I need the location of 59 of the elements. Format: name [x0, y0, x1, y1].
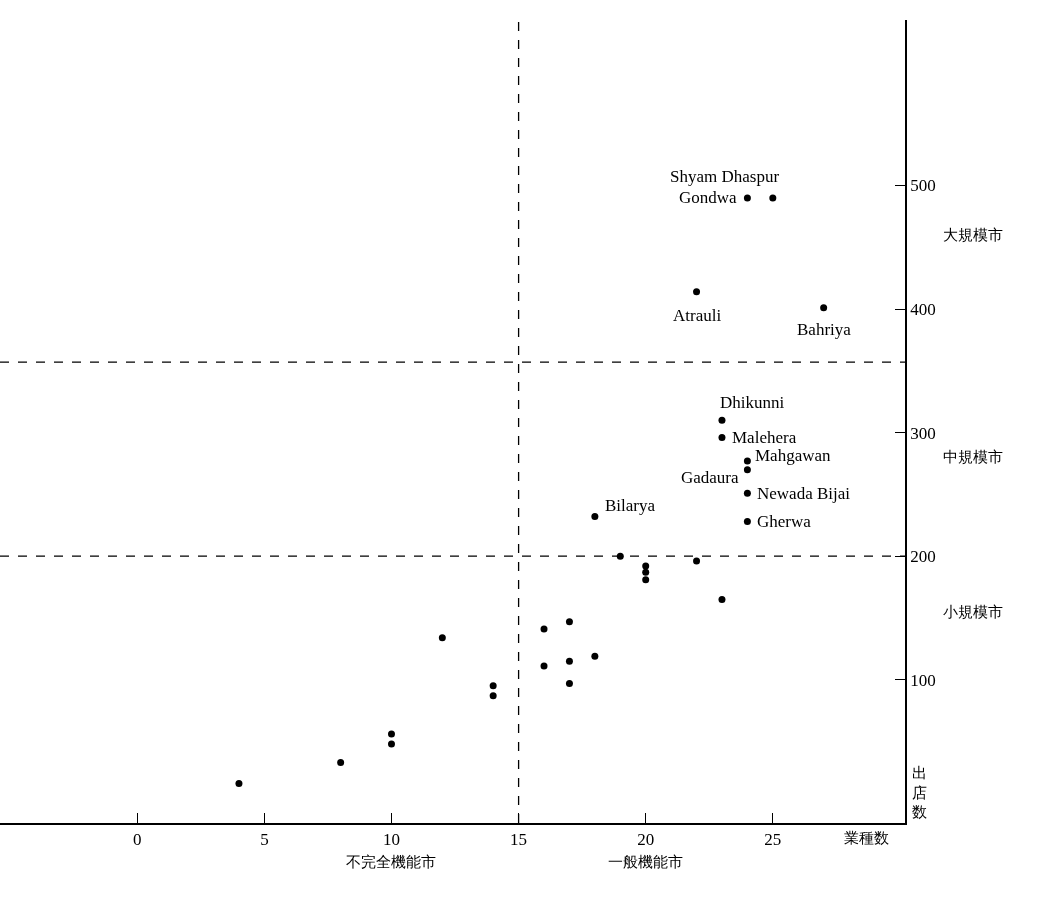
x-tick-label: 15 [510, 830, 528, 850]
point [743, 518, 751, 526]
text: 不完全機能市 [346, 853, 436, 871]
x-tick-label: 10 [382, 830, 400, 850]
point [718, 595, 726, 603]
point [718, 434, 726, 442]
point [642, 576, 650, 584]
x-tick-label: 5 [260, 830, 269, 850]
point [565, 679, 573, 687]
text: 中規模市 [943, 448, 1003, 466]
point [642, 568, 650, 576]
point [235, 779, 243, 787]
point [743, 194, 751, 202]
x-axis-title: 業種数 [844, 829, 889, 847]
point [743, 466, 751, 474]
point [718, 416, 726, 424]
point [540, 625, 548, 633]
x-tick-label: 20 [637, 830, 655, 850]
text: 一般機能市 [608, 853, 683, 871]
annotation: Gherwa [757, 512, 812, 531]
point [693, 557, 701, 565]
point [743, 489, 751, 497]
x-tick-label: 25 [764, 830, 782, 850]
point [769, 194, 777, 202]
annotation: Mahgawan [755, 446, 832, 465]
point [337, 758, 345, 766]
point [489, 682, 497, 690]
annotation: Gondwa [679, 188, 738, 207]
y-tick-label: 500 [910, 176, 936, 196]
annotation: Newada Bijai [757, 484, 851, 503]
y-axis-title: 出店数 [912, 764, 927, 821]
point [743, 457, 751, 465]
y-tick-label: 100 [910, 670, 936, 690]
point [565, 618, 573, 626]
text: 小規模市 [943, 603, 1003, 621]
y-tick-label: 200 [910, 547, 936, 567]
point [591, 652, 599, 660]
point [489, 692, 497, 700]
point [438, 634, 446, 642]
annotation: Bilarya [605, 496, 656, 515]
annotation: Atrauli [673, 306, 722, 325]
annotation: Dhikunni [720, 393, 785, 412]
x-tick-label: 0 [133, 830, 142, 850]
annotation: Gadaura [681, 468, 740, 487]
text: 大規模市 [943, 226, 1003, 244]
point [591, 513, 599, 521]
point [565, 657, 573, 665]
annotation: Bahriya [797, 320, 852, 339]
point [616, 552, 624, 560]
point [387, 730, 395, 738]
annotation: Malehera [732, 428, 797, 447]
y-tick-label: 300 [910, 423, 936, 443]
point [820, 304, 828, 312]
point [387, 740, 395, 748]
y-tick-label: 400 [910, 300, 936, 320]
annotation: Shyam Dhaspur [670, 167, 780, 186]
point [540, 662, 548, 670]
point [642, 562, 650, 570]
point [693, 288, 701, 296]
